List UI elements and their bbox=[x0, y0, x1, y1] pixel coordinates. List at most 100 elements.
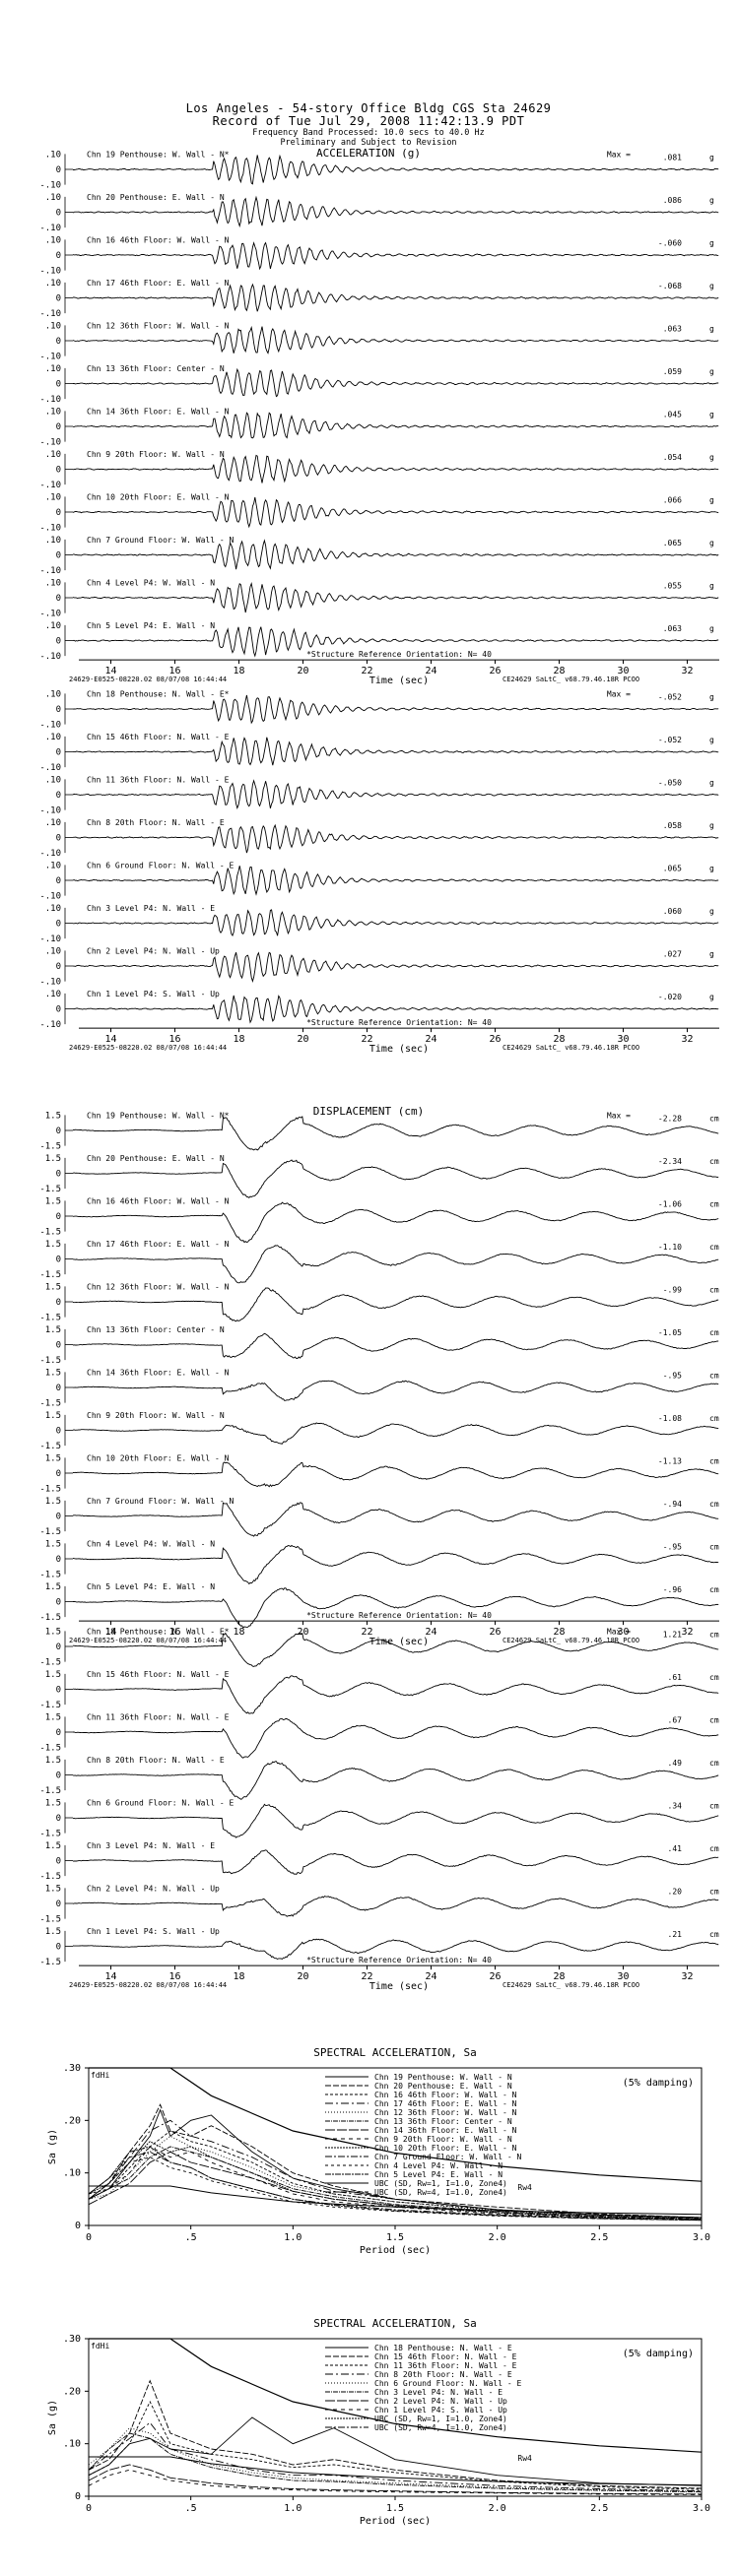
max-value: .21 bbox=[668, 1930, 683, 1939]
y-scale-top: 1.5 bbox=[45, 1582, 61, 1592]
x-tick-label: 26 bbox=[489, 1034, 501, 1045]
damping-label: (5% damping) bbox=[623, 2349, 694, 2359]
x-tick-label: 32 bbox=[681, 1971, 693, 1982]
x-tick-label: 18 bbox=[233, 666, 244, 676]
waveform bbox=[72, 866, 719, 896]
unit-label: cm bbox=[709, 1715, 719, 1724]
x-axis-label: Period (sec) bbox=[360, 2245, 431, 2256]
y-scale-top: 1.5 bbox=[45, 1927, 61, 1937]
x-tick-label: 30 bbox=[617, 1971, 629, 1982]
max-value: .058 bbox=[663, 821, 682, 830]
x-axis-label: Time (sec) bbox=[369, 1044, 429, 1055]
y-scale-bottom: -1.5 bbox=[39, 1228, 61, 1238]
channel-trace: 1.5 0 -1.5 Chn 13 36th Floor: Center - N -1.… bbox=[39, 1325, 719, 1366]
y-scale-top: 1.5 bbox=[45, 1539, 61, 1549]
channel-trace: 1.5 0 -1.5 Chn 15 46th Floor: N. Wall - E .6… bbox=[39, 1670, 719, 1714]
channel-trace: 1.5 0 -1.5 Chn 16 46th Floor: W. Wall - N -1… bbox=[39, 1196, 719, 1244]
x-tick-label: 22 bbox=[361, 1627, 372, 1638]
unit-label: cm bbox=[709, 1930, 719, 1939]
unit-label: cm bbox=[709, 1801, 719, 1810]
footer-left: 24629-E0525-08220.02 08/07/08 16:44:44 bbox=[69, 1044, 227, 1052]
max-value: .066 bbox=[663, 495, 682, 504]
y-scale-top: 1.5 bbox=[45, 1111, 61, 1121]
channel-trace: 1.5 0 -1.5 Chn 17 46th Floor: E. Wall - N -1… bbox=[39, 1240, 719, 1284]
y-scale-top: .10 bbox=[45, 150, 61, 160]
max-value: .61 bbox=[668, 1673, 683, 1682]
channel-trace: .10 0 -.10 Chn 14 36th Floor: E. Wall - N .0… bbox=[39, 407, 719, 448]
y-scale-top: .10 bbox=[45, 818, 61, 828]
y-scale-zero: 0 bbox=[56, 1857, 61, 1867]
y-scale-bottom: -.10 bbox=[39, 353, 61, 362]
channel-label: Chn 17 46th Floor: E. Wall - N bbox=[87, 279, 230, 288]
unit-label: cm bbox=[709, 1414, 719, 1423]
y-scale-top: 1.5 bbox=[45, 1798, 61, 1808]
spectrum-series bbox=[88, 2119, 703, 2219]
y-scale-top: .10 bbox=[45, 861, 61, 870]
y-scale-top: 1.5 bbox=[45, 1325, 61, 1335]
waveform bbox=[73, 737, 719, 766]
y-scale-top: 1.5 bbox=[45, 1712, 61, 1722]
waveform bbox=[73, 1380, 719, 1401]
unit-label: g bbox=[709, 736, 714, 744]
unit-label: g bbox=[709, 539, 714, 547]
x-tick-label: 16 bbox=[168, 666, 180, 676]
y-scale-zero: 0 bbox=[56, 637, 61, 647]
x-tick-label: 18 bbox=[233, 1627, 244, 1638]
legend-entry: Chn 9 20th Floor: W. Wall - N bbox=[374, 2135, 512, 2144]
legend-entry: Chn 16 46th Floor: W. Wall - N bbox=[374, 2091, 517, 2099]
channel-label: Chn 9 20th Floor: W. Wall - N bbox=[87, 450, 225, 459]
spectrum-series bbox=[88, 2400, 703, 2490]
footer-right: CE24629 SaLtC_ v68.79.46.18R PCOO bbox=[502, 1637, 639, 1644]
spectrum-series bbox=[88, 2379, 703, 2489]
x-tick-label: 24 bbox=[425, 1034, 436, 1045]
unit-label: g bbox=[709, 495, 714, 504]
footer-left: 24629-E0525-08220.02 08/07/08 16:44:44 bbox=[69, 1981, 227, 1989]
y-axis-label: Sa (g) bbox=[47, 2129, 58, 2164]
y-scale-bottom: -1.5 bbox=[39, 1613, 61, 1623]
channel-trace: 1.5 0 -1.5 Chn 19 Penthouse: W. Wall - N* Ma… bbox=[39, 1111, 719, 1151]
max-value: 1.21 bbox=[663, 1630, 682, 1639]
max-value: .065 bbox=[663, 539, 682, 547]
x-tick-label: 24 bbox=[425, 1627, 436, 1638]
y-scale-zero: 0 bbox=[56, 791, 61, 801]
x-tick-label: 14 bbox=[104, 1034, 116, 1045]
channel-label: Chn 18 Penthouse: N. Wall - E* bbox=[87, 689, 230, 698]
waveform bbox=[72, 496, 719, 529]
spectrum-series bbox=[88, 2469, 703, 2495]
channel-label: Chn 11 36th Floor: N. Wall - E bbox=[87, 775, 230, 784]
y-scale-bottom: -1.5 bbox=[39, 1356, 61, 1366]
waveform bbox=[72, 1938, 719, 1961]
x-tick-label: 24 bbox=[425, 666, 436, 676]
x-tick-label: 0 bbox=[86, 2503, 92, 2514]
waveform bbox=[72, 195, 719, 228]
y-scale-zero: 0 bbox=[56, 1427, 61, 1437]
legend-entry: Chn 6 Ground Floor: N. Wall - E bbox=[374, 2379, 521, 2388]
unit-label: cm bbox=[709, 1328, 719, 1337]
max-value: -.95 bbox=[663, 1542, 682, 1551]
y-scale-bottom: -1.5 bbox=[39, 1527, 61, 1537]
y-scale-top: 1.5 bbox=[45, 1368, 61, 1378]
max-value: -.068 bbox=[658, 282, 682, 290]
max-value: -.060 bbox=[658, 238, 682, 247]
channel-trace: .10 0 -.10 Chn 5 Level P4: E. Wall - N .063 g bbox=[39, 621, 719, 662]
y-scale-bottom: -1.5 bbox=[39, 1915, 61, 1925]
x-tick-label: 26 bbox=[489, 1971, 501, 1982]
x-tick-label: 2.5 bbox=[590, 2232, 608, 2243]
unit-label: g bbox=[709, 821, 714, 830]
record-header: Los Angeles - 54-story Office Bldg CGS S… bbox=[0, 101, 737, 149]
y-scale-top: 1.5 bbox=[45, 1884, 61, 1894]
y-scale-zero: 0 bbox=[56, 1686, 61, 1696]
x-tick-label: 26 bbox=[489, 666, 501, 676]
channel-label: Chn 6 Ground Floor: N. Wall - E bbox=[87, 861, 234, 869]
station-title: Los Angeles - 54-story Office Bldg CGS S… bbox=[185, 101, 552, 115]
y-scale-bottom: -.10 bbox=[39, 395, 61, 405]
max-value: .081 bbox=[663, 153, 682, 161]
y-scale-zero: 0 bbox=[56, 748, 61, 758]
y-scale-zero: 0 bbox=[56, 294, 61, 304]
channel-label: Chn 16 46th Floor: W. Wall - N bbox=[87, 235, 230, 244]
waveform bbox=[72, 1422, 719, 1445]
y-scale-top: 1.5 bbox=[45, 1282, 61, 1292]
spectrum-series bbox=[88, 2103, 703, 2219]
x-tick-label: 30 bbox=[617, 666, 629, 676]
spectrum-series bbox=[88, 2416, 703, 2486]
